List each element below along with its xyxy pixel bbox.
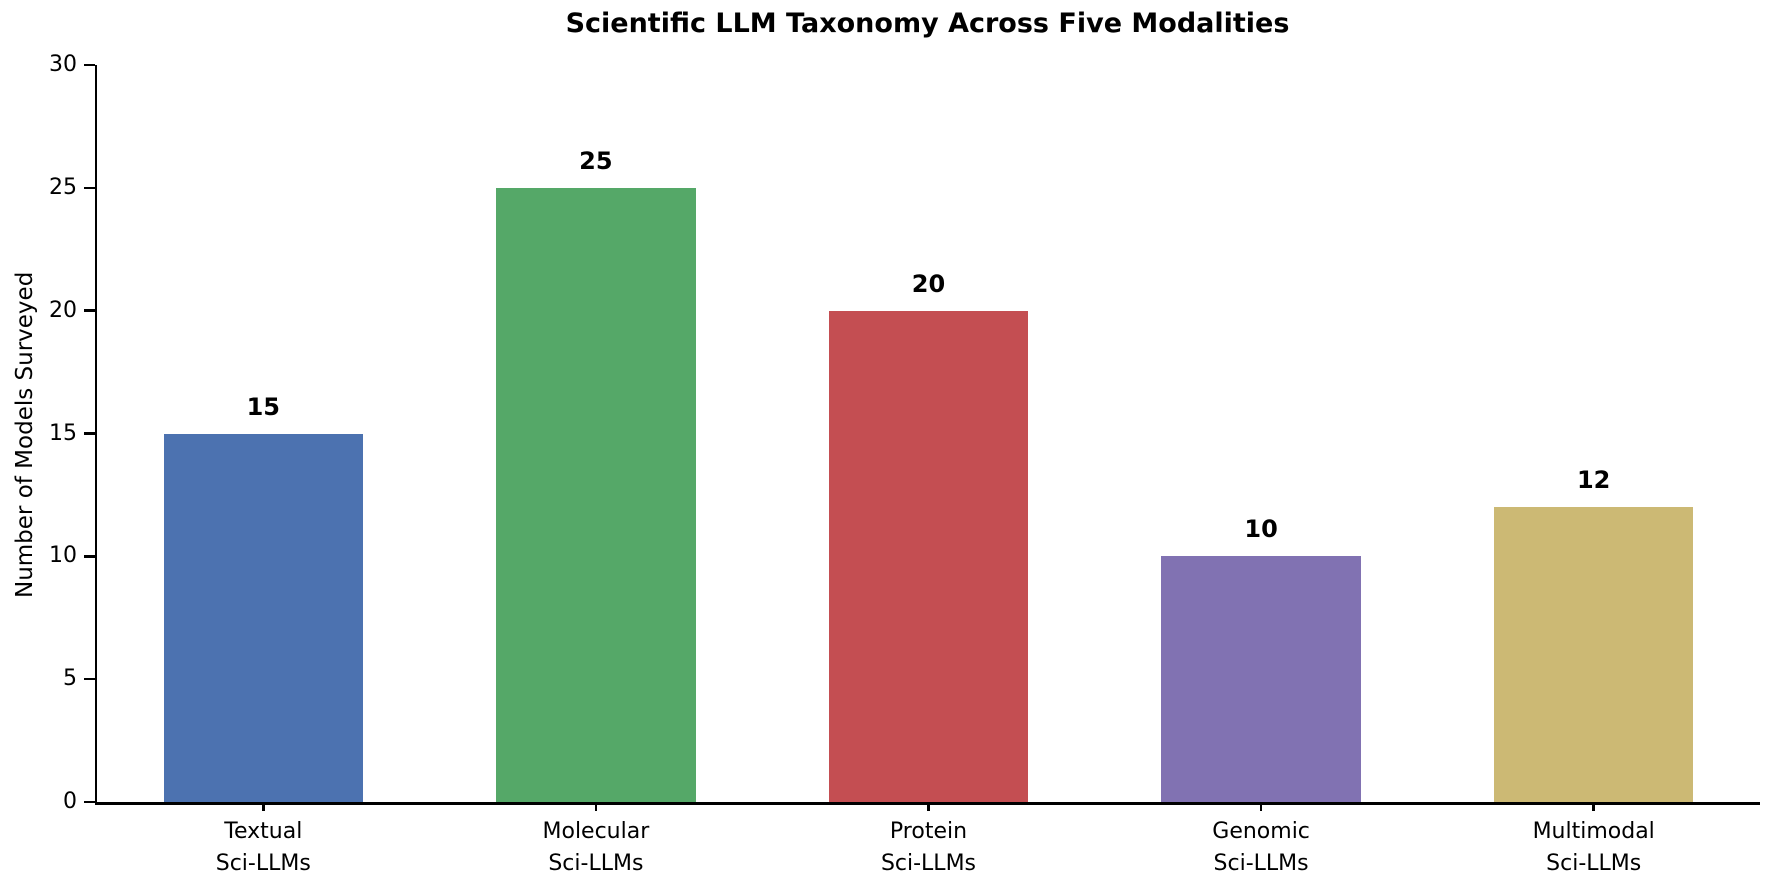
x-tick-mark	[927, 802, 930, 811]
y-tick-mark	[84, 186, 95, 190]
x-tick-label: Textual Sci-LLMs	[215, 819, 311, 876]
y-axis-label: Number of Models Surveyed	[12, 271, 38, 599]
y-tick-label: 30	[49, 52, 77, 77]
bar	[163, 433, 364, 802]
y-tick-label: 20	[49, 297, 77, 323]
y-tick-mark	[84, 63, 95, 67]
y-tick-label: 5	[63, 666, 77, 692]
x-tick-mark	[1592, 802, 1595, 811]
plot-area: 0 5 10 15 20 25 30 15 Textual Sci-LLMs 25 Molecula…	[49, 54, 1760, 876]
y-tick-label: 0	[63, 789, 77, 814]
y-tick-mark	[84, 677, 95, 681]
x-tick-mark	[1259, 802, 1263, 811]
x-tick-label: Molecular Sci-LLMs	[542, 819, 650, 876]
y-tick-mark	[84, 309, 95, 312]
y-tick-mark	[84, 555, 95, 558]
y-tick-label: 25	[49, 174, 77, 200]
y-tick-mark	[84, 432, 95, 435]
bar	[828, 310, 1029, 802]
y-tick-label: 10	[49, 543, 77, 569]
x-tick-label: Multimodal Sci-LLMs	[1532, 819, 1655, 876]
bar	[1493, 507, 1694, 802]
bar-value-label: 20	[911, 269, 946, 298]
bar-value-label: 25	[579, 146, 613, 175]
x-tick-mark	[594, 802, 598, 811]
bar-value-label: 10	[1244, 515, 1278, 544]
bar	[1161, 556, 1361, 802]
x-tick-label: Genomic Sci-LLMs	[1212, 819, 1310, 876]
x-tick-mark	[262, 802, 265, 811]
x-tick-label: Protein Sci-LLMs	[880, 819, 977, 876]
bar-value-label: 15	[246, 392, 280, 421]
y-tick-mark	[84, 800, 95, 804]
bar	[496, 187, 696, 802]
chart-title: Scientific LLM Taxonomy Across Five Moda…	[565, 8, 1290, 39]
y-tick-label: 15	[49, 420, 77, 446]
bar-value-label: 12	[1576, 466, 1611, 495]
